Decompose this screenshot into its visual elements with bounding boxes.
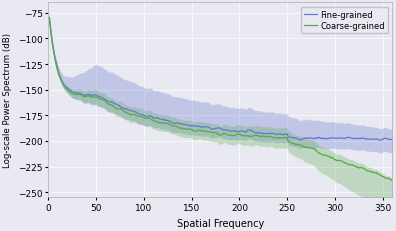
Coarse-grained bbox=[390, 179, 395, 182]
Fine-grained bbox=[47, 17, 51, 20]
Coarse-grained bbox=[89, 96, 94, 99]
Fine-grained bbox=[197, 125, 202, 128]
Coarse-grained bbox=[149, 119, 154, 122]
Fine-grained bbox=[371, 138, 376, 141]
Fine-grained bbox=[166, 120, 171, 123]
Y-axis label: Log-scale Power Spectrum (dB): Log-scale Power Spectrum (dB) bbox=[4, 33, 12, 168]
Legend: Fine-grained, Coarse-grained: Fine-grained, Coarse-grained bbox=[301, 8, 388, 34]
Fine-grained bbox=[161, 119, 166, 122]
Coarse-grained bbox=[166, 123, 171, 126]
Coarse-grained bbox=[371, 171, 376, 174]
Fine-grained bbox=[89, 95, 94, 97]
Coarse-grained bbox=[47, 17, 51, 20]
X-axis label: Spatial Frequency: Spatial Frequency bbox=[177, 218, 264, 228]
Fine-grained bbox=[378, 139, 383, 142]
Coarse-grained bbox=[197, 129, 202, 132]
Fine-grained bbox=[390, 138, 395, 141]
Fine-grained bbox=[149, 115, 154, 118]
Line: Fine-grained: Fine-grained bbox=[49, 18, 392, 140]
Coarse-grained bbox=[161, 122, 166, 125]
Line: Coarse-grained: Coarse-grained bbox=[49, 18, 392, 181]
